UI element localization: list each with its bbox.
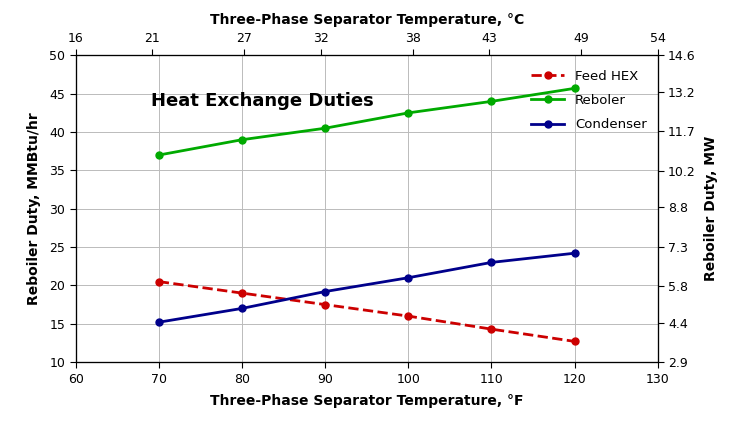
Y-axis label: Reboiler Duty, MMBtu/hr: Reboiler Duty, MMBtu/hr — [27, 112, 41, 305]
Legend: Feed HEX, Reboler, Condenser: Feed HEX, Reboler, Condenser — [526, 65, 652, 137]
Text: Heat Exchange Duties: Heat Exchange Duties — [151, 92, 374, 110]
X-axis label: Three-Phase Separator Temperature, °C: Three-Phase Separator Temperature, °C — [209, 13, 524, 27]
Y-axis label: Reboiler Duty, MW: Reboiler Duty, MW — [705, 136, 718, 281]
X-axis label: Three-Phase Separator Temperature, °F: Three-Phase Separator Temperature, °F — [210, 394, 523, 408]
